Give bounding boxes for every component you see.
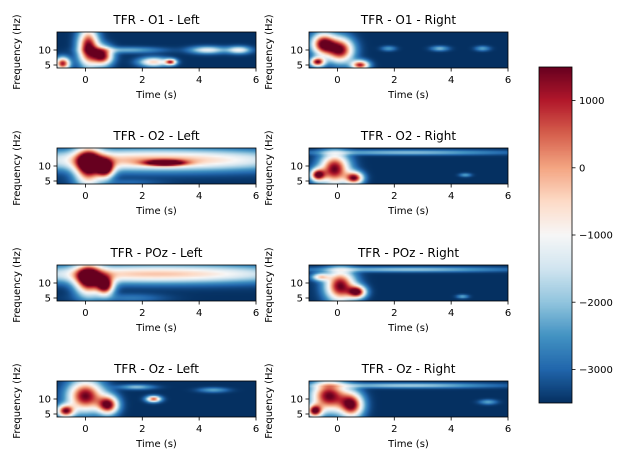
x-tick-label: 0 <box>334 424 340 435</box>
colorbar-tick-label: 0 <box>579 163 585 174</box>
y-axis-label: Frequency (Hz) <box>12 130 23 206</box>
tfr-heatmap <box>309 32 508 68</box>
x-axis-label: Time (s) <box>135 90 177 101</box>
colorbar: 1000 0 −1000 −2000 −3000 <box>538 66 613 404</box>
y-tick-label: 10 <box>38 46 51 57</box>
x-tick-label: 6 <box>253 191 259 202</box>
x-tick-label: 0 <box>334 191 340 202</box>
y-tick-label: 10 <box>290 279 303 290</box>
y-axis-label: Frequency (Hz) <box>12 247 23 323</box>
y-tick-label: 5 <box>297 410 303 421</box>
y-axis-label: Frequency (Hz) <box>264 14 275 90</box>
x-tick-label: 2 <box>139 424 145 435</box>
x-tick-label: 4 <box>196 191 202 202</box>
x-tick-label: 4 <box>448 424 454 435</box>
colorbar-gradient <box>539 67 572 403</box>
x-axis-label: Time (s) <box>135 206 177 217</box>
x-tick-label: 4 <box>196 424 202 435</box>
subplot-title: TFR - O1 - Right <box>360 13 456 27</box>
tfr-heatmap <box>309 148 508 184</box>
tfr-subplot: 0 2 4 6 5 10 TFR - O1 - Right Time (s) Frequency… <box>264 13 511 101</box>
x-tick-label: 6 <box>505 191 511 202</box>
tfr-heatmap <box>57 148 256 184</box>
tfr-heatmap <box>57 381 256 417</box>
x-tick-label: 4 <box>448 75 454 86</box>
subplot-title: TFR - Oz - Left <box>113 362 199 376</box>
x-tick-label: 2 <box>391 191 397 202</box>
x-tick-label: 6 <box>505 308 511 319</box>
y-axis-label: Frequency (Hz) <box>264 363 275 439</box>
subplot-title: TFR - O1 - Left <box>112 13 199 27</box>
x-tick-label: 4 <box>448 308 454 319</box>
x-tick-label: 0 <box>82 424 88 435</box>
x-tick-label: 2 <box>391 75 397 86</box>
x-tick-label: 6 <box>505 75 511 86</box>
subplot-title: TFR - O2 - Left <box>112 129 199 143</box>
x-tick-label: 4 <box>448 191 454 202</box>
x-tick-label: 6 <box>253 75 259 86</box>
tfr-subplot: 0 2 4 6 5 10 TFR - POz - Right Time (s) Frequenc… <box>264 246 511 334</box>
colorbar-tick-label: −1000 <box>579 231 613 242</box>
x-tick-label: 2 <box>139 75 145 86</box>
x-tick-label: 0 <box>82 191 88 202</box>
y-tick-label: 10 <box>38 395 51 406</box>
x-tick-label: 4 <box>196 308 202 319</box>
subplot-title: TFR - POz - Left <box>109 246 202 260</box>
x-axis-label: Time (s) <box>135 323 177 334</box>
y-axis-label: Frequency (Hz) <box>12 363 23 439</box>
tfr-subplot: 0 2 4 6 5 10 TFR - O2 - Left Time (s) Frequency … <box>12 129 259 217</box>
tfr-subplot: 0 2 4 6 5 10 TFR - Oz - Right Time (s) Frequency… <box>264 362 511 450</box>
subplot-grid: 0 2 4 6 5 10 TFR - O1 - Left Time (s) Frequency … <box>12 13 511 450</box>
x-axis-label: Time (s) <box>387 206 429 217</box>
y-tick-label: 5 <box>297 61 303 72</box>
x-tick-label: 0 <box>334 75 340 86</box>
colorbar-tick-label: −3000 <box>579 365 613 376</box>
y-tick-label: 10 <box>38 162 51 173</box>
y-tick-label: 5 <box>45 177 51 188</box>
x-tick-label: 2 <box>139 308 145 319</box>
y-axis-label: Frequency (Hz) <box>264 130 275 206</box>
y-tick-label: 5 <box>45 61 51 72</box>
x-axis-label: Time (s) <box>135 439 177 450</box>
x-tick-label: 6 <box>505 424 511 435</box>
y-tick-label: 10 <box>290 46 303 57</box>
colorbar-tick-label: 1000 <box>579 96 604 107</box>
y-tick-label: 5 <box>297 294 303 305</box>
subplot-title: TFR - O2 - Right <box>360 129 456 143</box>
y-axis-label: Frequency (Hz) <box>12 14 23 90</box>
x-axis-label: Time (s) <box>387 90 429 101</box>
colorbar-tick-label: −2000 <box>579 298 613 309</box>
x-tick-label: 6 <box>253 308 259 319</box>
tfr-subplot: 0 2 4 6 5 10 TFR - O2 - Right Time (s) Frequency… <box>264 129 511 217</box>
tfr-heatmap <box>57 32 256 68</box>
x-tick-label: 2 <box>391 424 397 435</box>
y-tick-label: 5 <box>45 294 51 305</box>
x-tick-label: 2 <box>139 191 145 202</box>
x-tick-label: 0 <box>334 308 340 319</box>
y-tick-label: 10 <box>290 395 303 406</box>
tfr-subplot: 0 2 4 6 5 10 TFR - O1 - Left Time (s) Frequency … <box>12 13 259 101</box>
tfr-heatmap <box>309 265 508 301</box>
tfr-subplot: 0 2 4 6 5 10 TFR - POz - Left Time (s) Frequency… <box>12 246 259 334</box>
y-tick-label: 10 <box>38 279 51 290</box>
tfr-heatmap <box>309 381 508 417</box>
x-tick-label: 0 <box>82 308 88 319</box>
x-tick-label: 6 <box>253 424 259 435</box>
y-axis-label: Frequency (Hz) <box>264 247 275 323</box>
x-axis-label: Time (s) <box>387 323 429 334</box>
tfr-subplot: 0 2 4 6 5 10 TFR - Oz - Left Time (s) Frequency … <box>12 362 259 450</box>
x-tick-label: 0 <box>82 75 88 86</box>
x-tick-label: 2 <box>391 308 397 319</box>
x-axis-label: Time (s) <box>387 439 429 450</box>
y-tick-label: 5 <box>45 410 51 421</box>
subplot-title: TFR - Oz - Right <box>361 362 456 376</box>
x-tick-label: 4 <box>196 75 202 86</box>
subplot-title: TFR - POz - Right <box>357 246 459 260</box>
tfr-heatmap <box>57 265 256 301</box>
y-tick-label: 10 <box>290 162 303 173</box>
y-tick-label: 5 <box>297 177 303 188</box>
